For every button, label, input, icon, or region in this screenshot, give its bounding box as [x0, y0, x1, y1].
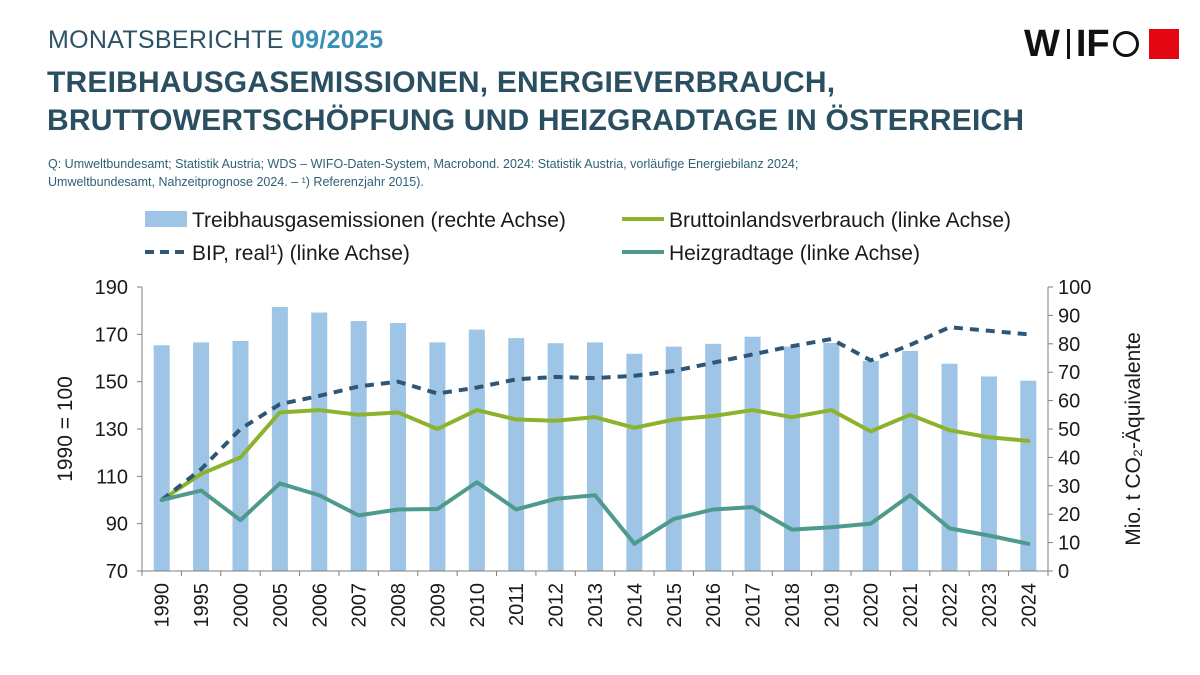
x-tick-label: 2007: [349, 583, 371, 628]
bar-treibhausgas: [744, 336, 761, 571]
x-tick-label: 1990: [152, 583, 174, 628]
x-tick-label: 2019: [821, 583, 843, 628]
report-prefix: MONATSBERICHTE: [48, 26, 284, 54]
right-tick-label: 60: [1058, 391, 1080, 413]
x-tick-label: 2011: [506, 583, 528, 626]
bar-treibhausgas: [665, 346, 682, 571]
right-tick-label: 50: [1058, 419, 1080, 441]
left-tick-label: 90: [106, 514, 128, 536]
x-tick-label: 2012: [546, 583, 568, 628]
page-title: TREIBHAUSGASEMISSIONEN, ENERGIEVERBRAUCH…: [47, 64, 1147, 140]
left-tick-label: 170: [95, 324, 128, 346]
legend-item: BIP, real¹) (linke Achse): [145, 242, 410, 265]
bar-treibhausgas: [468, 329, 485, 571]
source-line-2: Umweltbundesamt, Nahzeitprognose 2024. –…: [48, 175, 424, 189]
bar-treibhausgas: [626, 353, 643, 571]
bar-treibhausgas: [311, 312, 328, 571]
bar-treibhausgas: [783, 346, 800, 571]
right-tick-label: 30: [1058, 476, 1080, 498]
x-tick-label: 2024: [1018, 583, 1040, 628]
bar-treibhausgas: [390, 323, 407, 571]
legend-swatch-bar: [145, 211, 187, 227]
x-tick-label: 2021: [900, 583, 922, 628]
left-axis-title: 1990 = 100: [54, 376, 77, 482]
x-tick-label: 2009: [427, 583, 449, 628]
left-tick-label: 130: [95, 419, 128, 441]
report-issue: 09/2025: [290, 26, 384, 54]
bar-treibhausgas: [547, 343, 564, 571]
x-tick-label: 2000: [230, 583, 252, 628]
legend-label: Bruttoinlandsverbrauch (linke Achse): [669, 209, 1011, 232]
left-tick-label: 70: [106, 561, 128, 583]
x-tick-label: 2020: [861, 583, 883, 628]
x-tick-label: 2016: [703, 583, 725, 628]
source-note: Q: Umweltbundesamt; Statistik Austria; W…: [48, 155, 1008, 191]
title-line-2: BRUTTOWERTSCHÖPFUNG UND HEIZGRADTAGE IN …: [47, 104, 1025, 137]
x-tick-label: 2006: [309, 583, 331, 628]
x-tick-label: 2005: [270, 583, 292, 628]
left-tick-label: 190: [95, 277, 128, 299]
right-tick-label: 70: [1058, 362, 1080, 384]
x-tick-label: 2014: [624, 583, 646, 628]
bar-treibhausgas: [902, 350, 919, 571]
bar-treibhausgas: [862, 360, 879, 571]
line-bruttoinlandsverbrauch: [159, 408, 1031, 502]
line-bip-real: [160, 325, 1029, 502]
right-tick-label: 80: [1058, 334, 1080, 356]
left-tick-label: 150: [95, 372, 128, 394]
bar-treibhausgas: [429, 342, 446, 571]
bar-treibhausgas: [350, 321, 367, 571]
right-axis-title: Mio. t CO₂-Äquivalente: [1122, 332, 1145, 546]
x-tick-label: 2022: [940, 583, 962, 628]
bar-treibhausgas: [941, 363, 958, 571]
bar-treibhausgas: [587, 342, 603, 571]
x-tick-label: 2008: [388, 583, 410, 628]
bar-treibhausgas: [823, 342, 840, 571]
right-tick-label: 10: [1058, 533, 1080, 555]
legend-label: Heizgradtage (linke Achse): [669, 242, 920, 265]
x-tick-label: 2015: [664, 583, 686, 628]
legend-item: Heizgradtage (linke Achse): [622, 242, 920, 265]
x-tick-label: 2018: [782, 583, 804, 628]
bar-treibhausgas: [705, 343, 722, 571]
x-tick-label: 2013: [585, 583, 607, 628]
right-tick-label: 100: [1058, 277, 1091, 299]
right-tick-label: 0: [1058, 561, 1069, 583]
line-heizgradtage: [159, 480, 1031, 546]
legend-label: BIP, real¹) (linke Achse): [192, 242, 410, 265]
x-tick-label: 2017: [743, 583, 765, 628]
report-header: MONATSBERICHTE 09/2025: [48, 26, 383, 55]
bar-treibhausgas: [980, 376, 997, 571]
title-line-1: TREIBHAUSGASEMISSIONEN, ENERGIEVERBRAUCH…: [47, 66, 836, 99]
source-line-1: Q: Umweltbundesamt; Statistik Austria; W…: [48, 157, 799, 171]
x-tick-label: 1995: [191, 583, 213, 628]
legend-item: Treibhausgasemissionen (rechte Achse): [145, 209, 566, 232]
x-tick-label: 2023: [979, 583, 1001, 628]
bar-treibhausgas: [1020, 380, 1037, 571]
logo-red-square: [1148, 29, 1179, 59]
bar-treibhausgas: [271, 306, 288, 571]
left-tick-label: 110: [96, 466, 128, 488]
right-tick-label: 90: [1058, 305, 1080, 327]
bar-treibhausgas: [193, 342, 210, 571]
legend-label: Treibhausgasemissionen (rechte Achse): [192, 209, 566, 232]
bar-treibhausgas: [153, 345, 170, 571]
wifo-logo: W IF: [1024, 23, 1179, 65]
right-tick-label: 20: [1058, 504, 1080, 526]
right-tick-label: 40: [1058, 447, 1080, 469]
x-tick-label: 2010: [467, 583, 489, 628]
legend-item: Bruttoinlandsverbrauch (linke Achse): [622, 209, 1011, 232]
bar-treibhausgas: [508, 338, 525, 571]
